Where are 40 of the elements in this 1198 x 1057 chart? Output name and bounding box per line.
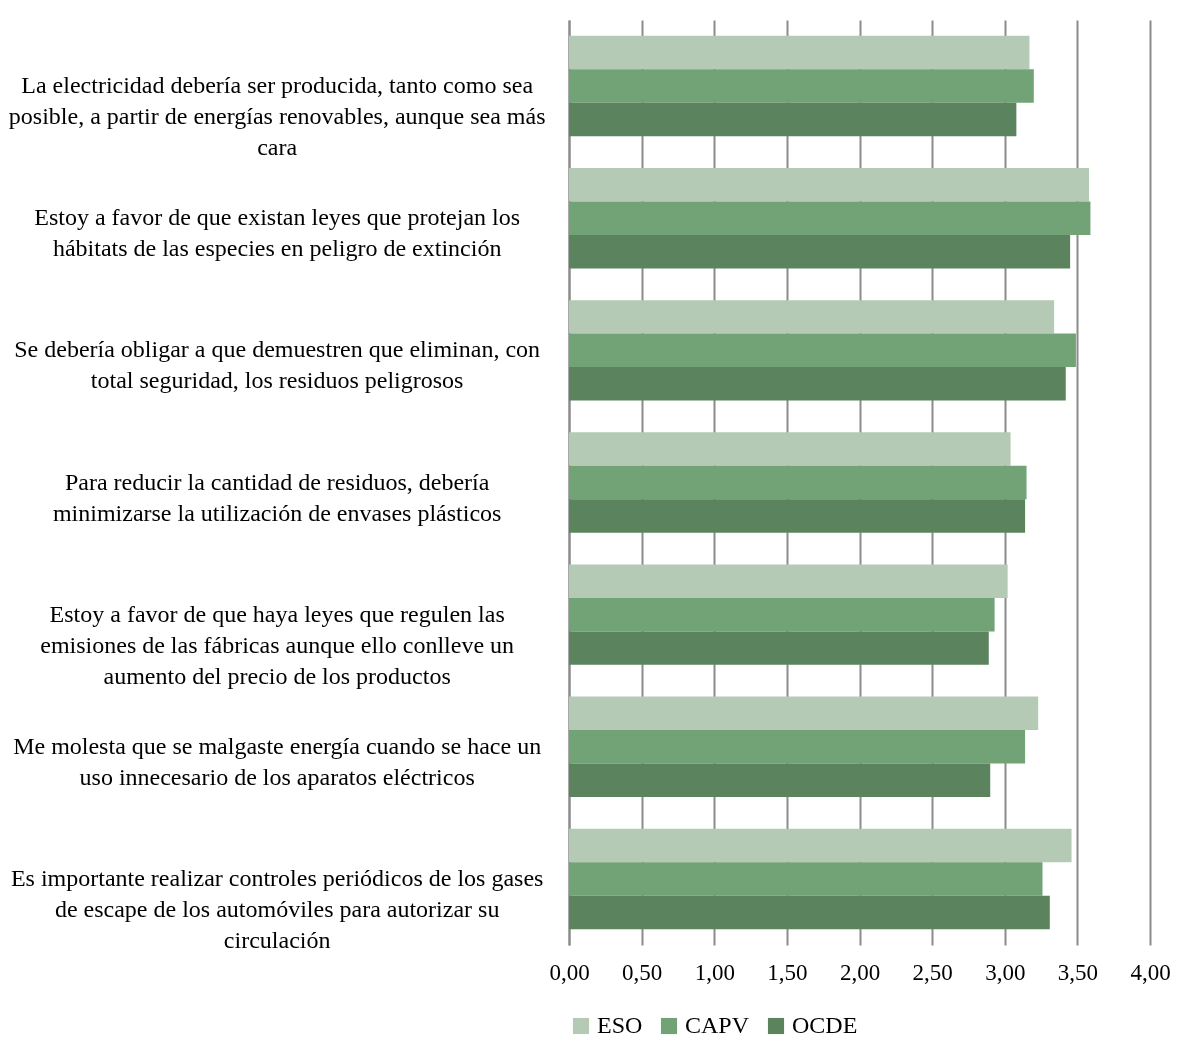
x-tick-label: 3,00 (985, 959, 1026, 985)
bar (569, 465, 1027, 500)
bar (569, 895, 1050, 930)
y-tick-label: Estoy a favor de que haya leyes que regulen las emisiones de las fábricas aunque ello conlleve un aumento del precio de los productos (40, 600, 515, 689)
bar (569, 763, 991, 797)
y-tick-label: Estoy a favor de que existan leyes que protejan los hábitats de las especies en peligro de extinción (34, 204, 521, 262)
bar (569, 862, 1043, 896)
bar (569, 367, 1066, 401)
legend-label: OCDE (792, 1012, 858, 1038)
x-tick-label: 4,00 (1130, 959, 1171, 985)
x-tick-label: 1,50 (767, 959, 808, 985)
legend-label: CAPV (685, 1012, 750, 1038)
bar (569, 828, 1072, 863)
y-tick-label: Para reducir la cantidad de residuos, debería minimizarse la utilización de envases plásticos (52, 468, 502, 526)
bar (569, 597, 995, 632)
bar (569, 696, 1039, 731)
bar (569, 333, 1076, 368)
bar (569, 564, 1008, 598)
x-tick-label: 1,00 (694, 959, 735, 985)
x-tick-label: 0,50 (622, 959, 663, 985)
bar (569, 201, 1091, 235)
bar (569, 300, 1055, 334)
x-tick-label: 0,00 (549, 959, 590, 985)
bar (569, 168, 1089, 202)
bar (569, 35, 1030, 70)
y-tick-label: Me molesta que se malgaste energía cuando se hace un uso innecesario de los aparatos eléctricos (13, 732, 542, 790)
bar (569, 730, 1026, 764)
bar (569, 102, 1017, 137)
bar (569, 234, 1071, 269)
y-tick-label: Se debería obligar a que demuestren que eliminan, con total seguridad, los residuos peligrosos (14, 336, 541, 394)
bar (569, 432, 1011, 466)
x-tick-label: 3,50 (1057, 959, 1098, 985)
bar (569, 69, 1034, 103)
x-tick-label: 2,50 (912, 959, 953, 985)
bar (569, 499, 1026, 533)
y-tick-label: Es importante realizar controles periódicos de los gases de escape de los automóviles para autorizar su circulación (10, 864, 544, 953)
legend-label: ESO (597, 1012, 643, 1038)
bar (569, 631, 989, 665)
x-tick-label: 2,00 (839, 959, 881, 985)
y-tick-label: La electricidad debería ser producida, tanto como sea posible, a partir de energías renovables, aunque sea más cara (8, 72, 546, 161)
